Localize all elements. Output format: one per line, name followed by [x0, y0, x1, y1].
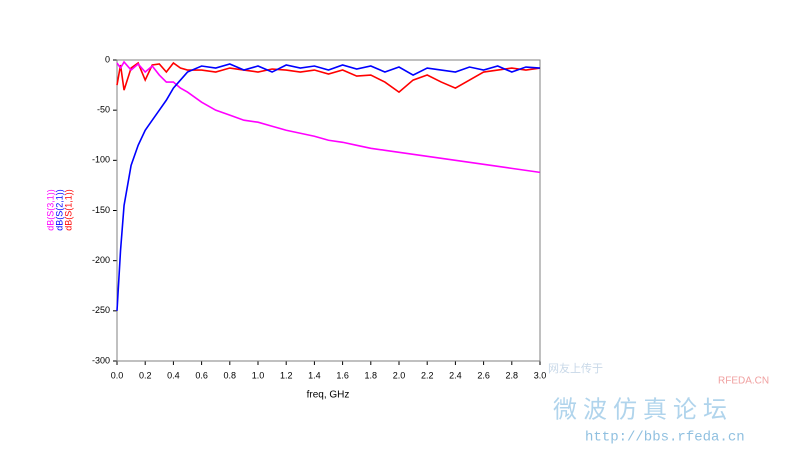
x-tick-label: 1.0 — [252, 370, 265, 380]
y-tick-label: -100 — [92, 155, 110, 165]
x-axis-label: freq, GHz — [307, 390, 350, 401]
legend-label: dB(S(2,1)) — [54, 189, 64, 231]
watermark-text: 微波仿真论坛 — [553, 396, 733, 423]
x-tick-label: 2.2 — [421, 370, 434, 380]
x-tick-label: 1.8 — [365, 370, 378, 380]
x-tick-label: 2.4 — [449, 370, 462, 380]
x-tick-label: 0.4 — [167, 370, 180, 380]
x-tick-label: 0.0 — [111, 370, 124, 380]
watermark: 网友上传于 RFEDA.CN 微波仿真论坛 http://bbs.rfeda.cn — [548, 361, 769, 446]
watermark-text: http://bbs.rfeda.cn — [585, 430, 745, 446]
x-tick-label: 3.0 — [534, 370, 547, 380]
watermark-text: RFEDA.CN — [718, 376, 769, 387]
series-line — [116, 60, 541, 174]
legend-label: dB(S(1,1)) — [63, 189, 73, 231]
y-tick-label: -200 — [92, 255, 110, 265]
x-tick-label: 2.0 — [393, 370, 406, 380]
y-tick-label: -150 — [92, 205, 110, 215]
x-tick-label: 2.6 — [477, 370, 490, 380]
x-tick-label: 2.8 — [506, 370, 519, 380]
series-line — [116, 63, 541, 311]
y-tick-label: 0 — [105, 54, 110, 64]
y-tick-label: -50 — [97, 105, 110, 115]
x-tick-label: 0.2 — [139, 370, 152, 380]
y-tick-label: -300 — [92, 355, 110, 365]
x-tick-label: 1.2 — [280, 370, 293, 380]
x-tick-label: 0.8 — [224, 370, 237, 380]
x-tick-label: 0.6 — [195, 370, 208, 380]
plot-frame — [116, 59, 541, 362]
x-tick-label: 1.4 — [308, 370, 321, 380]
legend-label: dB(S(3,1)) — [45, 189, 55, 231]
y-tick-label: -250 — [92, 305, 110, 315]
x-tick-label: 1.6 — [336, 370, 349, 380]
watermark-text: 网友上传于 — [548, 361, 603, 375]
